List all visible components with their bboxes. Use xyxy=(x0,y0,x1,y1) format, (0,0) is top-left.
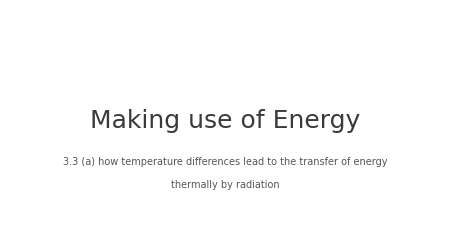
Text: 3.3 (a) how temperature differences lead to the transfer of energy: 3.3 (a) how temperature differences lead… xyxy=(63,156,387,166)
Text: thermally by radiation: thermally by radiation xyxy=(171,179,279,189)
Text: Making use of Energy: Making use of Energy xyxy=(90,109,360,133)
